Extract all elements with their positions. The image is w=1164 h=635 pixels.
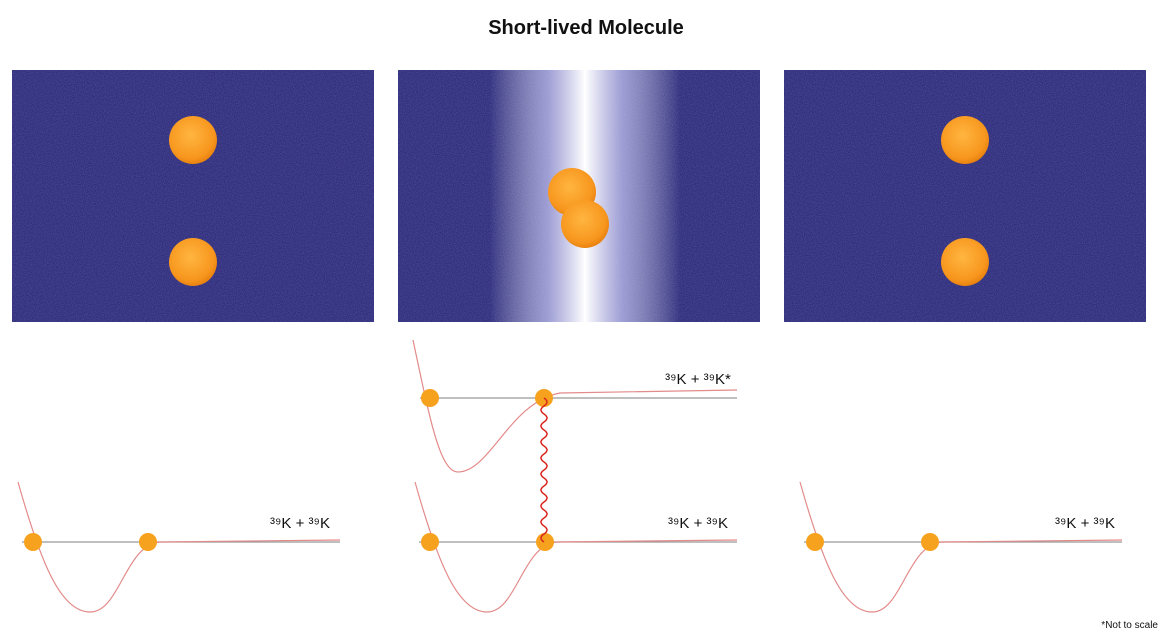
potential [800,482,1122,612]
atom-dot [921,533,939,551]
figure: Short-lived Molecule ³⁹K + ³⁹K ³⁹K + ³⁹K… [0,0,1164,635]
atom-dot [139,533,157,551]
energy-label: ³⁹K + ³⁹K* [665,371,731,388]
energy-label: ³⁹K + ³⁹K [1055,515,1115,532]
potential [18,482,340,612]
footnote: *Not to scale [1101,620,1158,631]
panel-right [784,70,1146,322]
atom-dot [806,533,824,551]
panel-middle [398,70,760,322]
atom-dot [421,389,439,407]
potential [415,482,737,612]
atom-dot [421,533,439,551]
atom-dot [536,533,554,551]
energy-label: ³⁹K + ³⁹K [270,515,330,532]
energy-label: ³⁹K + ³⁹K [668,515,728,532]
potential [413,340,737,472]
photon [541,398,547,542]
panel-left [12,70,374,322]
atom-dot [24,533,42,551]
title: Short-lived Molecule [488,17,684,39]
potential-curves [18,340,1122,612]
